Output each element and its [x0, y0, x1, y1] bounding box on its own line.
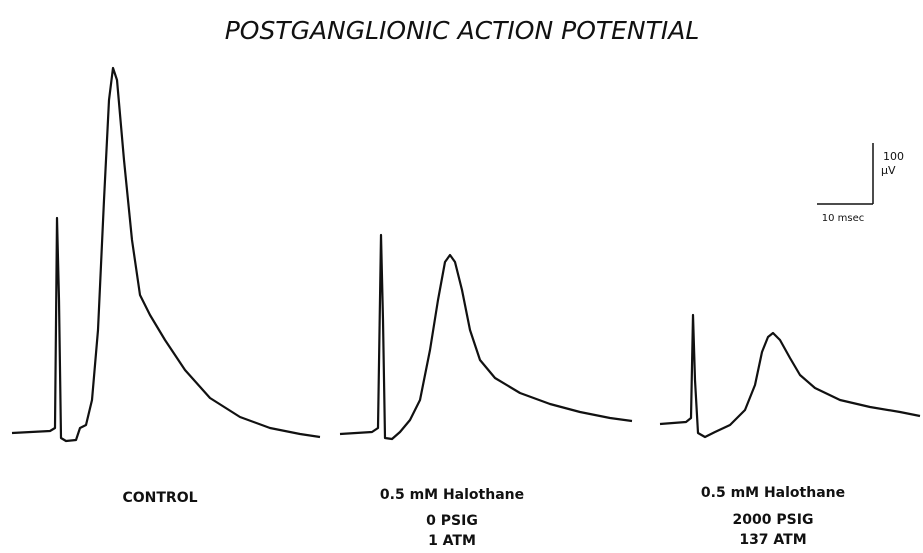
scale-time: 10 msec — [822, 213, 865, 224]
scale-bar: 100 µV 10 msec — [817, 143, 904, 224]
pressure-trace — [659, 313, 921, 439]
panel-label: 2000 PSIG — [733, 512, 814, 528]
panel-label: CONTROL — [122, 490, 197, 506]
figure-title: POSTGANGLIONIC ACTION POTENTIAL — [225, 16, 700, 45]
scale-amplitude: 100 — [883, 150, 904, 163]
halothane-trace — [339, 233, 633, 441]
panel-label: 0.5 mM Halothane — [701, 485, 845, 501]
panel-label: 137 ATM — [739, 532, 806, 548]
panel-label: 0 PSIG — [426, 513, 478, 529]
scale-unit: µV — [881, 164, 896, 177]
panel-label: 1 ATM — [428, 533, 476, 549]
control-trace — [11, 66, 321, 443]
panel-label: 0.5 mM Halothane — [380, 487, 524, 503]
